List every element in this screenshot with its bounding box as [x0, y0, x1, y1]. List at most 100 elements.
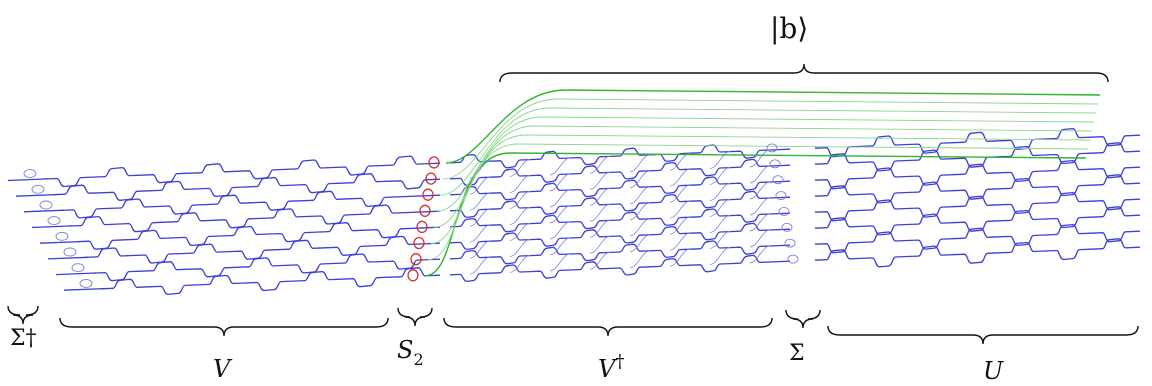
- label-sigma-dagger: Σ†: [10, 326, 37, 351]
- coupler-link: [549, 157, 571, 176]
- coupler-link: [749, 213, 771, 232]
- coupler-link: [629, 250, 651, 268]
- waveguide-v-dagger: [449, 158, 791, 187]
- squeezer-s2: [428, 156, 440, 169]
- waveguide-v-dagger: [449, 254, 791, 283]
- output-modes-b: [424, 89, 1101, 277]
- coupler-link: [589, 188, 611, 206]
- label-s2: S2: [397, 336, 424, 369]
- squeezer-s2: [419, 204, 431, 217]
- waveguide-v: [68, 204, 441, 233]
- coupler-link: [669, 248, 691, 267]
- coupler-link: [589, 252, 611, 270]
- coupler-link: [749, 229, 771, 248]
- brace-v: [59, 317, 389, 337]
- coupler-link: [469, 176, 491, 195]
- coupler-link: [509, 223, 531, 241]
- squeezer-s2: [416, 220, 428, 234]
- output-mode-b: [436, 116, 1095, 212]
- waveguide-u: [814, 238, 1141, 268]
- output-mode-b: [439, 107, 1097, 196]
- section-braces: [7, 63, 1139, 345]
- phase-shifter-sigma: [772, 175, 784, 185]
- brace-u: [827, 325, 1139, 345]
- squeezer-s2: [425, 172, 437, 185]
- waveguide-v: [52, 173, 441, 201]
- label-v: V: [213, 355, 233, 383]
- brace-sigma: [785, 309, 821, 329]
- coupler-link: [509, 191, 531, 209]
- coupler-link: [749, 197, 771, 216]
- squeezer-s2: [413, 236, 425, 250]
- waveguide-v: [100, 267, 441, 296]
- coupler-link: [629, 186, 651, 204]
- waveguide-v-dagger: [449, 222, 791, 251]
- input-stub: [39, 240, 81, 244]
- coupler-link: [629, 218, 651, 236]
- coupler-link: [589, 220, 611, 238]
- coupler-link: [709, 231, 731, 249]
- coupler-link: [509, 239, 531, 257]
- waveguide-v: [84, 235, 441, 264]
- squeezer-s2: [410, 253, 422, 266]
- coupler-link: [509, 159, 531, 177]
- phase-shifter-sigma: [787, 254, 799, 264]
- phase-shifter-sigma-dagger: [23, 169, 37, 179]
- coupler-link: [549, 221, 571, 240]
- input-stub: [15, 193, 57, 197]
- coupler-link: [509, 175, 531, 193]
- coupler-link: [749, 181, 771, 200]
- coupler-link: [669, 216, 691, 235]
- phase-shifter-sigma-dagger: [71, 263, 85, 273]
- phase-shifter-sigma-dagger: [39, 200, 53, 210]
- coupler-link: [549, 189, 571, 208]
- coupler-link: [589, 204, 611, 222]
- input-stub: [23, 209, 65, 213]
- input-stub: [63, 287, 105, 291]
- output-mode-b: [424, 152, 1087, 277]
- brace-sigma-dagger: [7, 305, 39, 325]
- coupler-link: [469, 192, 491, 211]
- coupler-link: [549, 173, 571, 192]
- waveguide-u: [814, 223, 1141, 254]
- coupler-link: [629, 170, 651, 188]
- output-mode-b: [433, 125, 1093, 228]
- coupler-link: [709, 167, 731, 185]
- label-u: U: [983, 357, 1004, 385]
- coupler-link: [469, 208, 491, 227]
- phase-shifter-sigma: [769, 159, 781, 169]
- output-mode-b: [430, 134, 1091, 245]
- input-stub: [55, 272, 97, 276]
- output-mode-b: [442, 98, 1099, 180]
- waveguide-v-dagger: [449, 144, 791, 169]
- waveguide-v-dagger: [449, 208, 791, 233]
- coupler-link: [669, 200, 691, 219]
- coupler-link: [469, 240, 491, 259]
- phase-shifter-sigma: [781, 222, 793, 232]
- input-stub: [7, 178, 49, 182]
- coupler-link: [509, 255, 531, 273]
- coupler-link: [669, 232, 691, 251]
- waveguide-u: [814, 174, 1141, 204]
- brace-ket-b: [499, 63, 1109, 83]
- phase-shifter-sigma-dagger: [31, 184, 45, 194]
- waveguide-u: [814, 206, 1141, 236]
- coupler-link: [589, 156, 611, 174]
- phase-shifter-sigma-dagger: [79, 278, 93, 288]
- coupler-link: [669, 168, 691, 187]
- coupler-link: [549, 205, 571, 224]
- coupler-link: [749, 245, 771, 264]
- coupler-link: [549, 237, 571, 256]
- output-mode-b: [445, 89, 1101, 164]
- phase-shifters: [23, 143, 799, 288]
- coupler-link: [549, 253, 571, 272]
- phase-shifter-sigma: [778, 206, 790, 216]
- coupler-link: [669, 152, 691, 171]
- coupler-link: [669, 184, 691, 203]
- interferometer-mesh: [7, 127, 1141, 296]
- coupler-link: [749, 149, 771, 168]
- coupler-link: [709, 183, 731, 201]
- waveguide-v: [44, 155, 441, 188]
- coupler-link: [709, 151, 731, 169]
- coupler-link: [709, 215, 731, 233]
